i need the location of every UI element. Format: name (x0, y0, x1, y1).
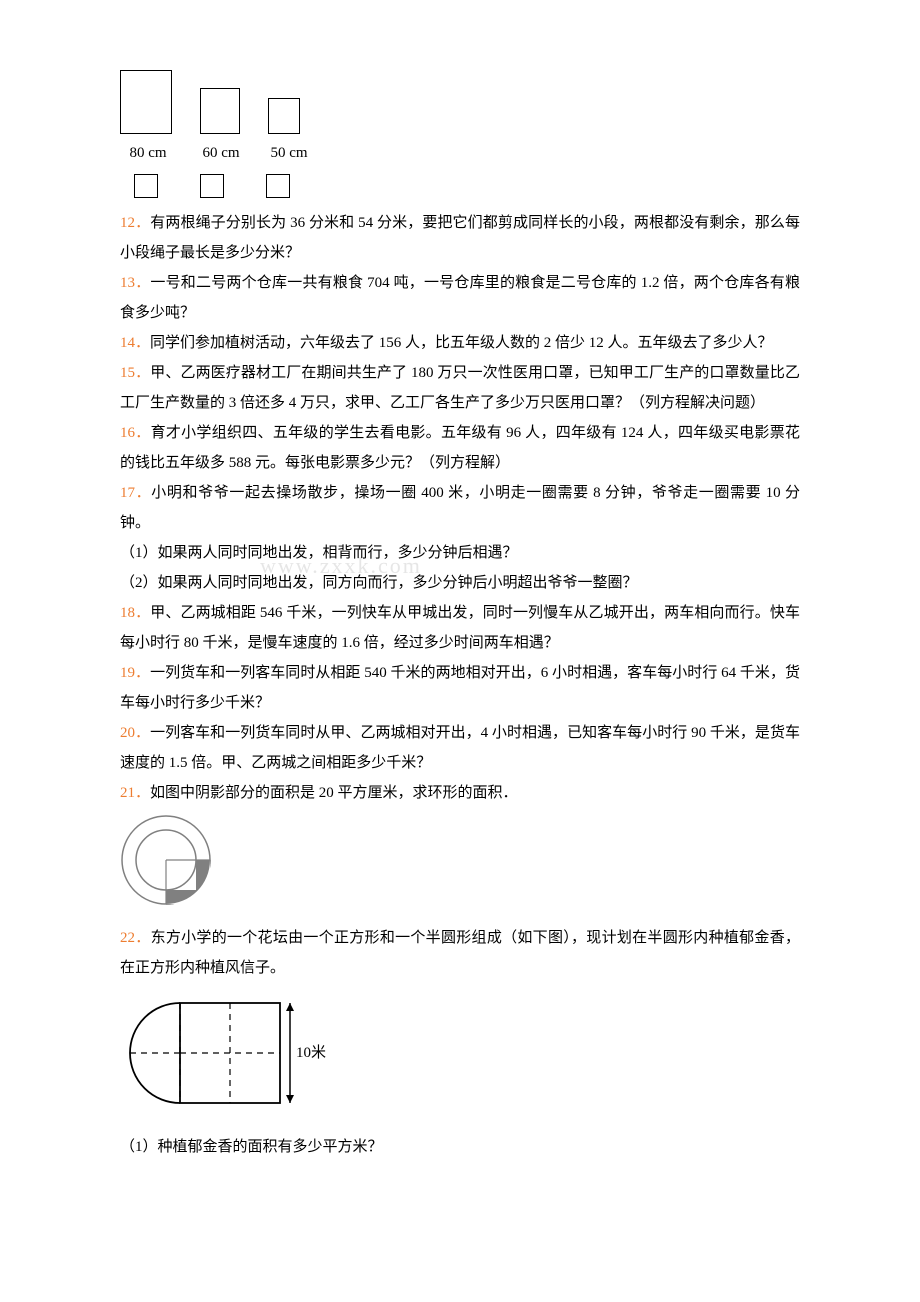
qtext-16: 育才小学组织四、五年级的学生去看电影。五年级有 96 人，四年级有 124 人，… (120, 425, 800, 471)
qnum-20: 20． (120, 725, 150, 741)
label-80: 80 cm (120, 138, 176, 168)
qnum-21: 21． (120, 785, 150, 801)
question-20: 20．一列客车和一列货车同时从甲、乙两城相对开出，4 小时相遇，已知客车每小时行… (120, 718, 800, 778)
qtext-14: 同学们参加植树活动，六年级去了 156 人，比五年级人数的 2 倍少 12 人。… (150, 335, 773, 351)
question-13: 13．一号和二号两个仓库一共有粮食 704 吨，一号仓库里的粮食是二号仓库的 1… (120, 268, 800, 328)
question-12: 12．有两根绳子分别长为 36 分米和 54 分米，要把它们都剪成同样长的小段，… (120, 208, 800, 268)
squares-diagram: 80 cm 60 cm 50 cm (120, 70, 800, 198)
qtext-15: 甲、乙两医疗器材工厂在期间共生产了 180 万只一次性医用口罩，已知甲工厂生产的… (120, 365, 800, 411)
qtext-13: 一号和二号两个仓库一共有粮食 704 吨，一号仓库里的粮食是二号仓库的 1.2 … (120, 275, 800, 321)
question-18: 18．甲、乙两城相距 546 千米，一列快车从甲城出发，同时一列慢车从乙城开出，… (120, 598, 800, 658)
question-21: 21．如图中阴影部分的面积是 20 平方厘米，求环形的面积． (120, 778, 800, 808)
qtext-17: 小明和爷爷一起去操场散步，操场一圈 400 米，小明走一圈需要 8 分钟，爷爷走… (120, 485, 800, 531)
question-16: 16．育才小学组织四、五年级的学生去看电影。五年级有 96 人，四年级有 124… (120, 418, 800, 478)
question-17: 17．小明和爷爷一起去操场散步，操场一圈 400 米，小明走一圈需要 8 分钟，… (120, 478, 800, 538)
question-14: 14．同学们参加植树活动，六年级去了 156 人，比五年级人数的 2 倍少 12… (120, 328, 800, 358)
q17-sub1: （1）如果两人同时同地出发，相背而行，多少分钟后相遇？ (120, 538, 800, 568)
q17-sub2: （2）如果两人同时同地出发，同方向而行，多少分钟后小明超出爷爷一整圈？ (120, 568, 800, 598)
qnum-12: 12． (120, 215, 150, 231)
square-60 (200, 88, 240, 134)
qnum-17: 17． (120, 485, 151, 501)
qnum-18: 18． (120, 605, 150, 621)
answer-boxes-row (120, 174, 800, 198)
qtext-12: 有两根绳子分别长为 36 分米和 54 分米，要把它们都剪成同样长的小段，两根都… (120, 215, 800, 261)
squares-labels: 80 cm 60 cm 50 cm (120, 138, 800, 168)
qtext-20: 一列客车和一列货车同时从甲、乙两城相对开出，4 小时相遇，已知客车每小时行 90… (120, 725, 800, 771)
ring-figure (120, 814, 800, 917)
label-50: 50 cm (266, 138, 312, 168)
qtext-18: 甲、乙两城相距 546 千米，一列快车从甲城出发，同时一列慢车从乙城开出，两车相… (120, 605, 800, 651)
qtext-19: 一列货车和一列客车同时从相距 540 千米的两地相对开出，6 小时相遇，客车每小… (120, 665, 800, 711)
qnum-22: 22． (120, 930, 151, 946)
answer-box-1 (134, 174, 158, 198)
answer-box-2 (200, 174, 224, 198)
q22-sub1: （1）种植郁金香的面积有多少平方米？ (120, 1132, 800, 1162)
qnum-14: 14． (120, 335, 150, 351)
square-50 (268, 98, 300, 134)
qtext-22: 东方小学的一个花坛由一个正方形和一个半圆形组成（如下图），现计划在半圆形内种植郁… (120, 930, 800, 976)
qnum-15: 15． (120, 365, 150, 381)
squares-row (120, 70, 800, 134)
dim-label: 10米 (296, 1044, 326, 1061)
question-15: 15．甲、乙两医疗器材工厂在期间共生产了 180 万只一次性医用口罩，已知甲工厂… (120, 358, 800, 418)
label-60: 60 cm (198, 138, 244, 168)
answer-box-3 (266, 174, 290, 198)
question-22: 22．东方小学的一个花坛由一个正方形和一个半圆形组成（如下图），现计划在半圆形内… (120, 923, 800, 983)
qnum-19: 19． (120, 665, 150, 681)
question-19: 19．一列货车和一列客车同时从相距 540 千米的两地相对开出，6 小时相遇，客… (120, 658, 800, 718)
square-80 (120, 70, 172, 134)
qnum-16: 16． (120, 425, 151, 441)
qtext-21: 如图中阴影部分的面积是 20 平方厘米，求环形的面积． (150, 785, 518, 801)
flower-bed-figure: 10米 (120, 993, 800, 1124)
qnum-13: 13． (120, 275, 150, 291)
